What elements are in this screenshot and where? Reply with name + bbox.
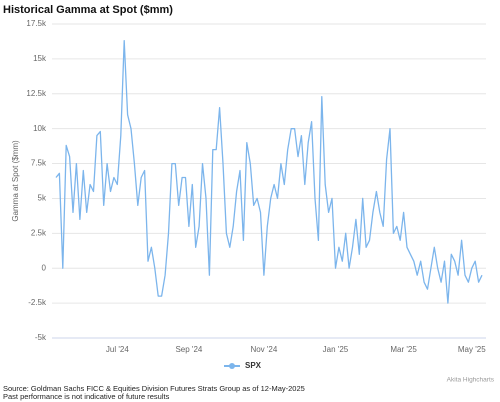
legend-symbol bbox=[229, 363, 235, 369]
y-tick-label: 7.5k bbox=[31, 159, 47, 168]
y-tick-label: 5k bbox=[38, 194, 47, 203]
x-tick-label: Jul '24 bbox=[106, 345, 129, 354]
credits: Akita Highcharts bbox=[447, 377, 495, 384]
footer: Past performance is not indicative of fu… bbox=[3, 392, 170, 401]
footer: Source: Goldman Sachs FICC & Equities Di… bbox=[3, 384, 305, 393]
y-tick-label: 17.5k bbox=[26, 19, 47, 28]
y-tick-label: 15k bbox=[33, 54, 47, 63]
x-tick-label: Jan '25 bbox=[323, 345, 349, 354]
x-tick-label: Mar '25 bbox=[390, 345, 417, 354]
y-tick-label: 0 bbox=[42, 263, 47, 272]
y-tick-label: 10k bbox=[33, 124, 47, 133]
legend-label: SPX bbox=[245, 361, 262, 370]
y-tick-label: -5k bbox=[35, 333, 47, 342]
y-axis-label: Gamma at Spot ($mm) bbox=[11, 140, 20, 222]
line bbox=[55, 40, 483, 304]
y-tick-label: 12.5k bbox=[26, 89, 47, 98]
x-tick-label: Sep '24 bbox=[175, 345, 202, 354]
x-tick-label: Nov '24 bbox=[250, 345, 277, 354]
chart-title: Historical Gamma at Spot ($mm) bbox=[3, 4, 173, 16]
y-tick-label: 2.5k bbox=[31, 228, 47, 237]
x-tick-label: May '25 bbox=[458, 345, 486, 354]
y-tick-label: -2.5k bbox=[28, 298, 47, 307]
